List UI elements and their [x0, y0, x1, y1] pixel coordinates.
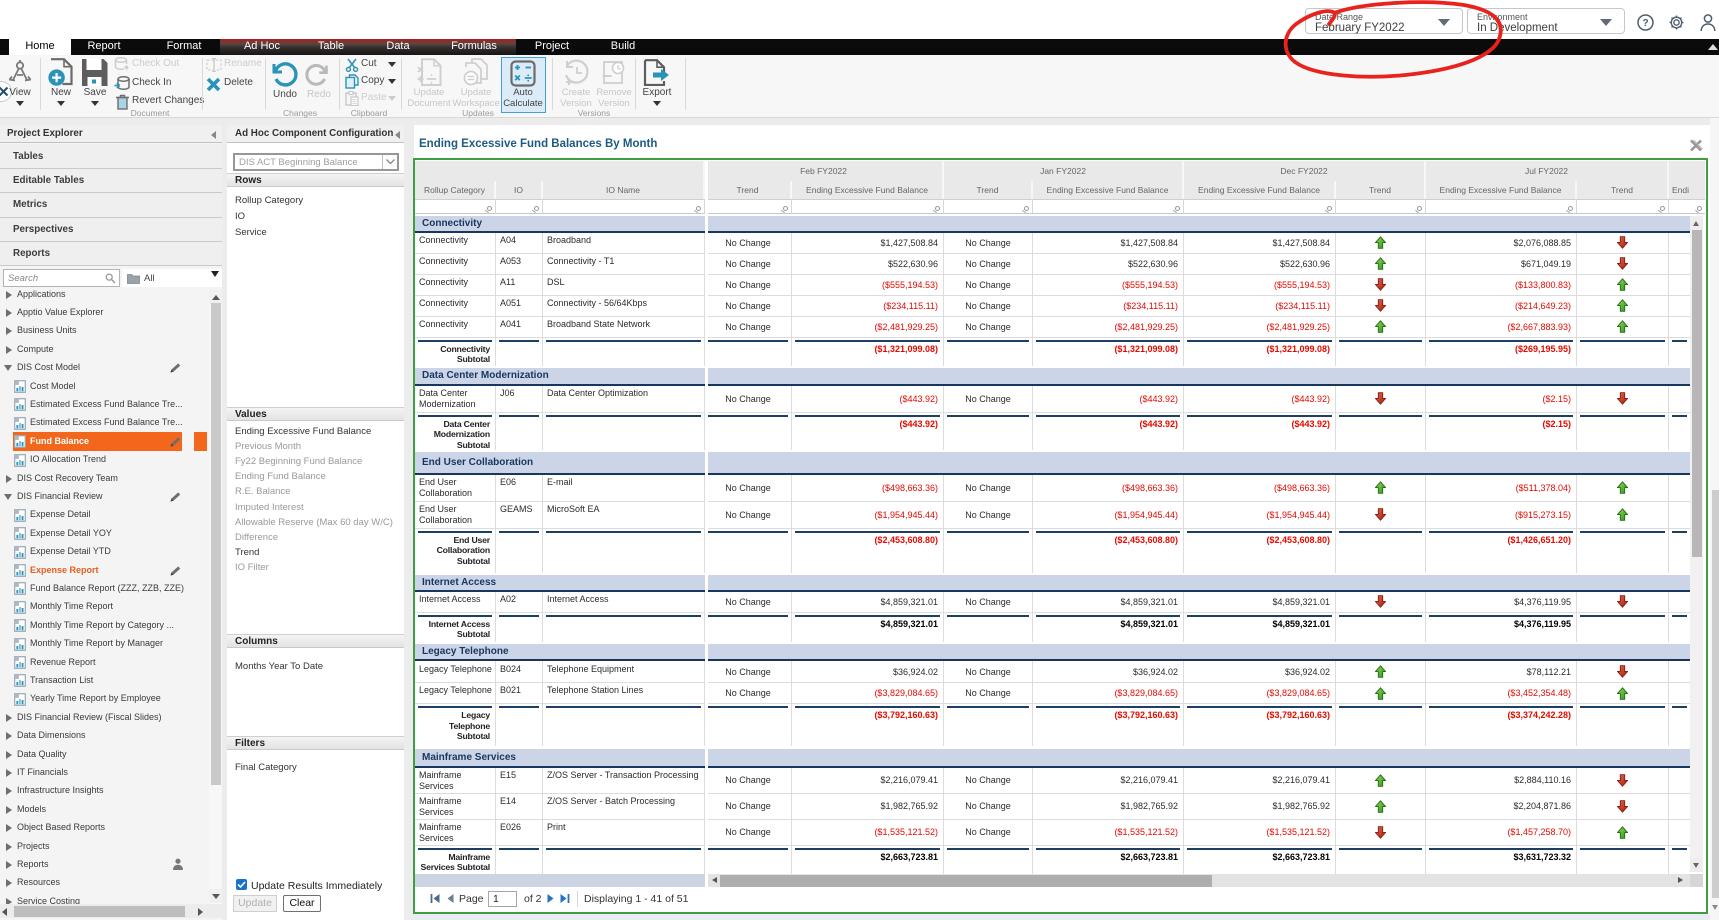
svg-text:?: ? — [1642, 18, 1648, 29]
